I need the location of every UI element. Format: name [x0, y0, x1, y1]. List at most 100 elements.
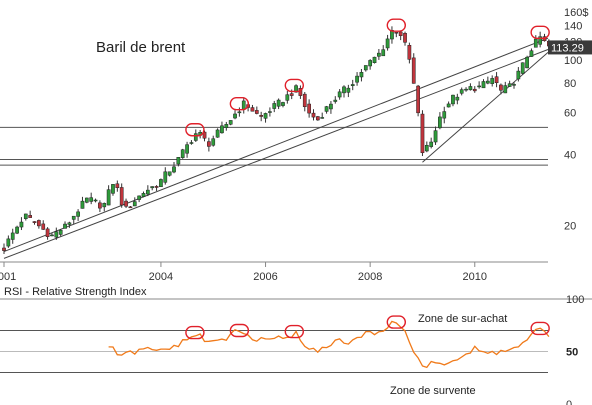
candle-body	[538, 36, 543, 45]
candle-body	[2, 247, 6, 251]
candle-body	[525, 56, 529, 69]
y-tick-label: 140	[564, 21, 582, 33]
candle-body	[63, 223, 67, 229]
candle-body	[58, 229, 63, 235]
oversold-zone-label: Zone de survente	[390, 385, 476, 397]
candle-body	[533, 38, 538, 48]
candle-body	[503, 85, 508, 94]
candle-body	[45, 228, 50, 237]
candle-body	[211, 138, 216, 146]
candle-body	[363, 65, 368, 71]
candle-body	[207, 141, 211, 147]
chart-title: Baril de brent	[96, 39, 186, 56]
y-tick-label: 20	[564, 220, 576, 232]
candle-body	[490, 78, 495, 84]
candle-body	[494, 76, 499, 84]
candle-body	[268, 111, 272, 113]
candle-body	[411, 57, 416, 84]
price-peak-highlight	[185, 123, 205, 137]
candle-body	[398, 31, 403, 37]
candle-body	[67, 222, 72, 225]
price-peak-highlight	[386, 18, 407, 32]
candle-body	[23, 213, 28, 219]
rsi-line	[108, 320, 550, 369]
candle-body	[106, 189, 111, 206]
candle-body	[128, 206, 133, 209]
candle-body	[390, 30, 394, 40]
last-value-pointer	[548, 44, 552, 51]
candle-body	[119, 187, 124, 206]
candle-body	[145, 189, 150, 195]
price-peak-highlight	[530, 25, 550, 40]
price-panel: 20012004200620082010160$1401201008060402…	[0, 7, 592, 283]
y-tick-label: 100	[564, 55, 582, 67]
candle-body	[485, 80, 490, 84]
candle-body	[481, 81, 486, 89]
candle-body	[451, 94, 455, 105]
candle-body	[41, 223, 46, 230]
candle-body	[477, 85, 481, 88]
candle-body	[93, 199, 98, 202]
candle-body	[202, 131, 207, 139]
candle-body	[346, 87, 351, 93]
candle-body	[254, 110, 259, 114]
x-tick-label: 2010	[463, 271, 487, 283]
candle-body	[111, 184, 115, 194]
candle-body	[189, 142, 194, 144]
candle-body	[137, 195, 141, 200]
x-tick-label: 2004	[149, 271, 173, 283]
candle-body	[150, 186, 155, 189]
candle-body	[32, 221, 37, 223]
candle-body	[429, 141, 434, 147]
candle-body	[76, 211, 80, 217]
candle-body	[407, 45, 412, 60]
candle-body	[403, 32, 407, 43]
candle-body	[250, 107, 255, 112]
candle-body	[342, 86, 346, 94]
candle-body	[28, 215, 33, 218]
candle-body	[241, 100, 246, 110]
rsi-peak-highlight	[229, 323, 250, 338]
candle-body	[167, 171, 172, 176]
candle-body	[512, 84, 516, 86]
candle-body	[307, 103, 311, 114]
candle-body	[416, 85, 420, 114]
candle-body	[237, 111, 242, 114]
candle-body	[276, 99, 281, 107]
rsi-y-tick-label: 100	[566, 294, 584, 306]
trendline	[422, 51, 549, 163]
candle-body	[433, 130, 438, 143]
x-tick-label: 2008	[358, 271, 382, 283]
candle-body	[98, 202, 102, 209]
rsi-y-tick-label: 0	[566, 399, 572, 405]
candle-body	[507, 83, 512, 87]
candle-body	[424, 144, 429, 152]
candle-body	[464, 88, 468, 91]
rsi-title: RSI - Relative Strength Index	[4, 286, 147, 298]
candle-body	[263, 113, 268, 119]
candle-body	[442, 111, 447, 119]
candle-body	[19, 221, 24, 228]
candle-body	[233, 113, 237, 119]
candle-body	[455, 96, 460, 101]
candle-body	[516, 70, 521, 80]
candle-body	[333, 99, 338, 102]
candle-body	[193, 133, 198, 141]
candle-body	[80, 200, 85, 209]
rsi-panel: 100 50 0 RSI - Relative Strength Index Zone …	[0, 286, 592, 405]
price-peak-highlight	[284, 78, 305, 93]
x-tick-label: 2006	[253, 271, 277, 283]
candle-body	[50, 234, 54, 237]
y-tick-label: 80	[564, 78, 576, 90]
candle-body	[132, 201, 137, 207]
candle-body	[311, 112, 316, 118]
candle-body	[215, 129, 220, 138]
candle-body	[163, 171, 168, 183]
candle-body	[372, 56, 377, 64]
candle-body	[438, 116, 442, 129]
candle-body	[355, 75, 359, 83]
candle-body	[468, 86, 473, 91]
rsi-peak-highlight	[386, 315, 407, 329]
